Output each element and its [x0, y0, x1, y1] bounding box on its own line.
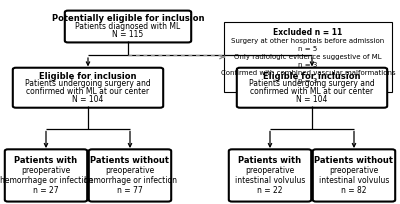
- Text: Patients diagnosed with ML: Patients diagnosed with ML: [75, 22, 181, 31]
- Text: n = 22: n = 22: [257, 186, 283, 195]
- Text: intestinal volvulus: intestinal volvulus: [319, 176, 389, 185]
- Text: Excluded n = 11: Excluded n = 11: [273, 28, 343, 37]
- Text: hemorrhage or infection: hemorrhage or infection: [84, 176, 176, 185]
- Text: N = 104: N = 104: [296, 94, 328, 103]
- FancyBboxPatch shape: [229, 149, 311, 202]
- FancyBboxPatch shape: [65, 11, 191, 42]
- FancyBboxPatch shape: [313, 149, 395, 202]
- Text: n = 3: n = 3: [298, 62, 318, 68]
- Text: N = 115: N = 115: [112, 30, 144, 39]
- Text: confirmed with ML at our center: confirmed with ML at our center: [26, 87, 150, 96]
- Text: Surgery at other hospitals before admission: Surgery at other hospitals before admiss…: [231, 38, 385, 44]
- Text: N = 104: N = 104: [72, 94, 104, 103]
- Text: Confirmed with combined vascular malformations: Confirmed with combined vascular malform…: [221, 70, 395, 76]
- Text: Patients with: Patients with: [14, 156, 78, 165]
- Text: n = 3: n = 3: [298, 79, 318, 84]
- FancyBboxPatch shape: [89, 149, 171, 202]
- FancyBboxPatch shape: [5, 149, 87, 202]
- Text: Patients without: Patients without: [90, 156, 170, 165]
- Text: Potentially eligible for inclusion: Potentially eligible for inclusion: [52, 14, 204, 23]
- Text: preoperative: preoperative: [329, 166, 379, 175]
- Text: Eligible for inclusion: Eligible for inclusion: [39, 72, 137, 81]
- Text: n = 82: n = 82: [341, 186, 367, 195]
- Text: confirmed with ML at our center: confirmed with ML at our center: [250, 87, 374, 96]
- Text: Patients undergoing surgery and: Patients undergoing surgery and: [249, 79, 375, 89]
- Text: n = 77: n = 77: [117, 186, 143, 195]
- Text: n = 5: n = 5: [298, 46, 318, 52]
- FancyBboxPatch shape: [13, 68, 163, 108]
- Text: Patients without: Patients without: [314, 156, 394, 165]
- FancyBboxPatch shape: [224, 22, 392, 92]
- Text: preoperative: preoperative: [105, 166, 155, 175]
- Text: Patients with: Patients with: [238, 156, 302, 165]
- Text: Patients undergoing surgery and: Patients undergoing surgery and: [25, 79, 151, 89]
- Text: intestinal volvulus: intestinal volvulus: [235, 176, 305, 185]
- Text: hemorrhage or infection: hemorrhage or infection: [0, 176, 92, 185]
- Text: n = 27: n = 27: [33, 186, 59, 195]
- Text: preoperative: preoperative: [245, 166, 295, 175]
- Text: Eligible for inclusion: Eligible for inclusion: [263, 72, 361, 81]
- FancyBboxPatch shape: [237, 68, 387, 108]
- Text: Only radiologic evidence suggestive of ML: Only radiologic evidence suggestive of M…: [234, 54, 382, 60]
- Text: preoperative: preoperative: [21, 166, 71, 175]
